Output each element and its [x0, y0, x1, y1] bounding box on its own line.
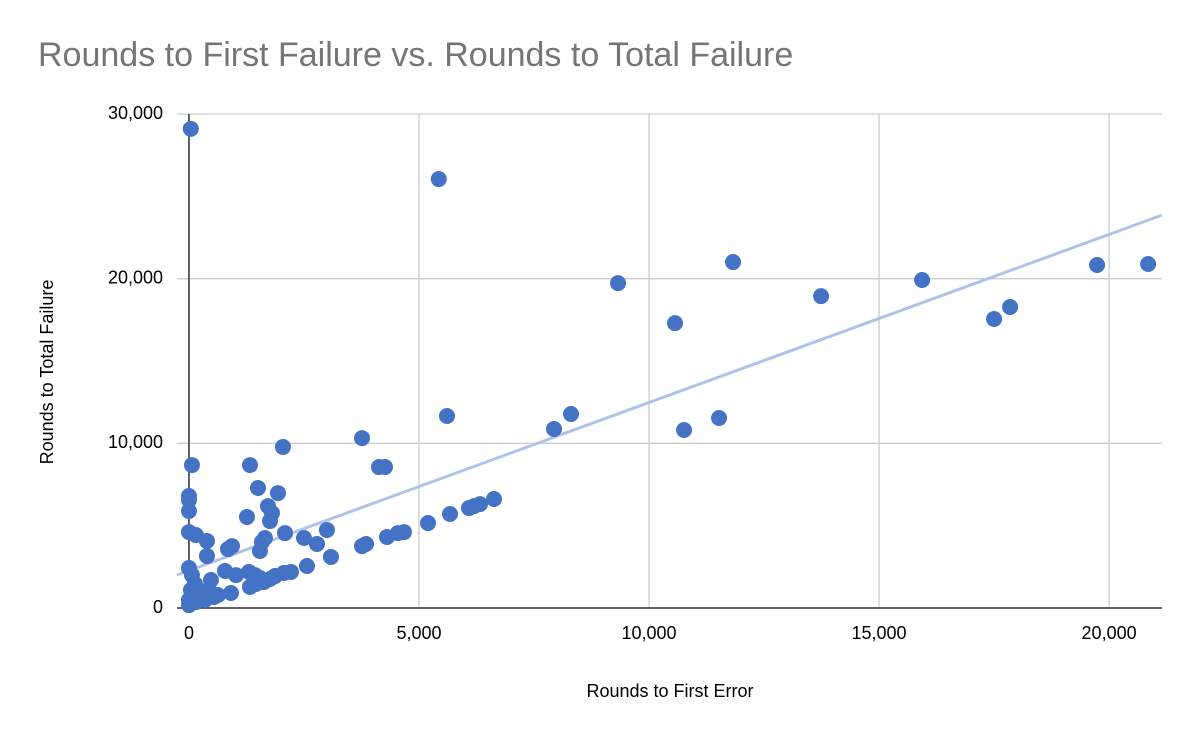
chart-title: Rounds to First Failure vs. Rounds to To…	[38, 36, 793, 74]
y-axis-title: Rounds to Total Failure	[37, 280, 57, 465]
point	[914, 271, 931, 288]
point	[420, 515, 437, 532]
point	[676, 421, 693, 438]
y-tick-label: 0	[153, 597, 163, 617]
point	[725, 254, 742, 271]
point	[219, 541, 236, 558]
point	[198, 532, 215, 549]
point	[269, 485, 286, 502]
point	[205, 588, 222, 605]
point	[430, 171, 447, 188]
point	[202, 572, 219, 589]
point	[276, 525, 293, 542]
point	[298, 558, 315, 575]
point	[182, 120, 199, 137]
point	[182, 582, 199, 599]
point	[1089, 256, 1106, 273]
point	[546, 421, 563, 438]
point	[353, 430, 370, 447]
point	[180, 597, 197, 614]
x-tick-label: 20,000	[1082, 623, 1137, 643]
point	[711, 409, 728, 426]
point	[442, 505, 459, 522]
point	[261, 571, 278, 588]
point	[1140, 256, 1157, 273]
point	[485, 490, 502, 507]
x-tick-label: 15,000	[852, 623, 907, 643]
point	[308, 535, 325, 552]
point	[322, 548, 339, 565]
point	[986, 311, 1003, 328]
point	[610, 275, 627, 292]
point	[222, 585, 239, 602]
y-tick-label: 20,000	[108, 267, 163, 287]
point	[471, 496, 488, 513]
point	[261, 513, 278, 530]
point	[439, 407, 456, 424]
point	[180, 491, 197, 508]
point	[274, 438, 291, 455]
x-tick-label: 10,000	[621, 623, 676, 643]
point	[357, 535, 374, 552]
x-axis-title: Rounds to First Error	[586, 681, 753, 701]
point	[563, 406, 579, 423]
trendline	[176, 213, 1163, 577]
x-tick-label: 5,000	[396, 623, 441, 643]
point	[251, 543, 268, 560]
point	[376, 459, 393, 476]
point	[180, 503, 197, 520]
point	[282, 563, 299, 580]
point	[198, 547, 215, 564]
point	[395, 524, 412, 541]
point	[295, 530, 312, 547]
point	[249, 479, 266, 496]
x-tick-label: 0	[184, 623, 194, 643]
point	[318, 521, 335, 538]
point	[238, 508, 255, 525]
y-tick-label: 30,000	[108, 103, 163, 123]
point	[216, 562, 233, 579]
point	[241, 457, 258, 474]
point	[183, 457, 200, 474]
point	[667, 315, 684, 332]
y-tick-label: 10,000	[108, 432, 163, 452]
point	[813, 288, 830, 305]
point	[1002, 298, 1019, 315]
